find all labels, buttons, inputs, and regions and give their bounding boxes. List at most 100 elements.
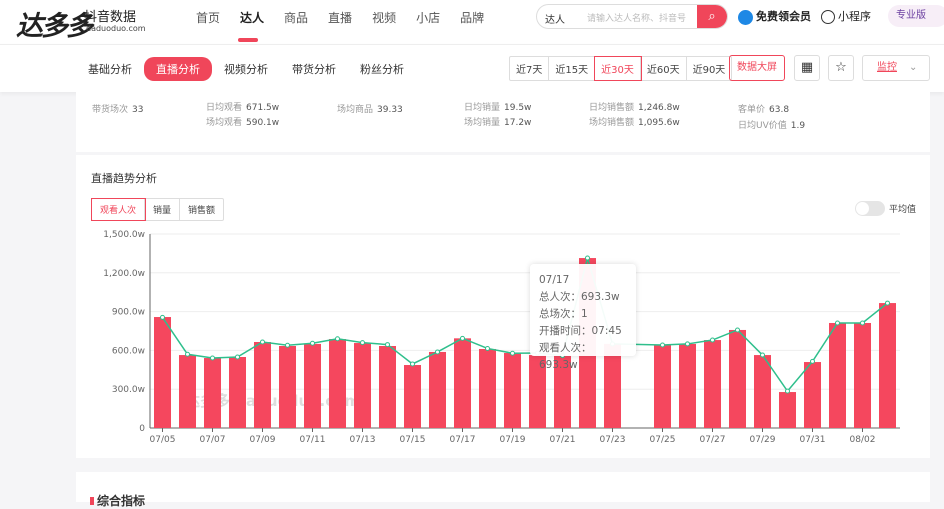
stat: 日均销量 19.5w (464, 103, 532, 113)
bar (529, 355, 546, 428)
line-point (785, 388, 790, 394)
range-90[interactable]: 近90天 (692, 65, 726, 76)
x-tick-label: 07/31 (800, 435, 826, 445)
tab-basic[interactable]: 基础分析 (88, 63, 132, 76)
tab-video[interactable]: 视频分析 (224, 63, 268, 76)
bar (279, 346, 296, 428)
pro-badge[interactable]: 专业版 (888, 5, 944, 27)
metric-sales[interactable]: 销售额 (188, 206, 216, 216)
line-point (385, 342, 390, 348)
search-input[interactable]: 请输入达人名称、抖音号 (587, 14, 687, 24)
bar (554, 355, 571, 428)
tooltip-date: 07/17 (539, 274, 570, 286)
line-point (160, 314, 165, 320)
line-point (860, 320, 865, 326)
bar (654, 344, 671, 428)
line-point (360, 340, 365, 346)
bar (729, 329, 746, 428)
bar (754, 355, 771, 428)
metric-switch: 观看人次 销量 销售额 (90, 198, 225, 221)
y-tick-label: 0 (139, 424, 145, 434)
sub-nav: 基础分析 直播分析 视频分析 带货分析 粉丝分析 近7天 近15天 近30天 近… (0, 44, 944, 92)
search-type-select[interactable]: 达人 (545, 15, 565, 26)
bar (304, 343, 321, 428)
average-label: 平均值 (889, 205, 917, 215)
x-tick-label: 07/15 (400, 435, 426, 445)
bar (229, 356, 246, 428)
bar (354, 343, 371, 428)
free-vip-link[interactable]: 免费领会员 (738, 8, 811, 25)
bar (679, 343, 696, 428)
line-point (310, 340, 315, 346)
nav-home[interactable]: 首页 (196, 11, 221, 25)
metric-volume[interactable]: 销量 (145, 199, 181, 220)
data-screen-button[interactable]: 数据大屏 (729, 55, 785, 81)
bar (454, 338, 471, 428)
nav-influencer[interactable]: 达人 (240, 11, 265, 25)
vip-icon (738, 9, 753, 25)
tab-live[interactable]: 直播分析 (144, 57, 212, 81)
main-nav: 首页 达人 商品 直播 视频 小店 品牌 (196, 9, 504, 26)
logo-url: daduoduo.com (86, 24, 146, 33)
range-7[interactable]: 近7天 (510, 57, 550, 80)
link-icon (821, 10, 835, 24)
line-point (710, 337, 715, 343)
nav-video[interactable]: 视频 (372, 11, 397, 25)
range-60[interactable]: 近60天 (641, 57, 687, 80)
x-tick-label: 07/25 (650, 435, 676, 445)
qrcode-icon: ▦ (800, 60, 814, 75)
bar (804, 362, 821, 428)
chevron-down-icon: ⌄ (909, 62, 918, 73)
bar (254, 341, 271, 428)
trend-title: 直播趋势分析 (91, 172, 157, 185)
qrcode-button[interactable]: ▦ (794, 55, 820, 81)
stat: 场均观看 590.1w (206, 118, 280, 128)
nav-product[interactable]: 商品 (284, 11, 309, 25)
line-point (485, 345, 490, 351)
search-button[interactable]: ⌕ (697, 5, 727, 28)
average-toggle[interactable] (855, 201, 885, 216)
range-15[interactable]: 近15天 (549, 57, 596, 80)
x-tick-label: 07/11 (300, 435, 326, 445)
date-range: 近7天 近15天 近30天 近60天 近90天 (509, 56, 733, 81)
tab-fans[interactable]: 粉丝分析 (360, 63, 404, 76)
y-tick-label: 1,500.0w (103, 230, 145, 240)
bar (604, 343, 621, 428)
nav-brand[interactable]: 品牌 (460, 11, 485, 25)
x-tick-label: 07/21 (550, 435, 576, 445)
line-point (510, 350, 515, 356)
mini-program-link[interactable]: 小程序 (821, 8, 871, 24)
y-tick-label: 300.0w (112, 385, 145, 395)
line-series (161, 255, 888, 393)
monitor-dropdown[interactable]: 监控 ⌄ (862, 55, 930, 81)
bar (704, 340, 721, 428)
mini-label: 小程序 (838, 10, 871, 23)
line-point (885, 300, 890, 306)
tooltip-line: 总人次：693.3w (539, 291, 620, 303)
tab-sales[interactable]: 带货分析 (292, 63, 336, 76)
bar (204, 358, 221, 428)
logo[interactable]: 达多多 (16, 11, 93, 42)
nav-live[interactable]: 直播 (328, 11, 353, 25)
stat: 日均观看 671.5w (206, 103, 280, 113)
bar (179, 355, 196, 428)
favorite-button[interactable]: ☆ (828, 55, 854, 81)
x-tick-label: 07/23 (600, 435, 626, 445)
x-tick-label: 07/29 (750, 435, 776, 445)
bar (154, 317, 171, 428)
line-point (685, 341, 690, 347)
range-30[interactable]: 近30天 (594, 56, 642, 81)
y-tick-label: 900.0w (112, 308, 145, 318)
line-point (735, 327, 740, 333)
line-point (185, 351, 190, 357)
x-tick-label: 08/02 (850, 435, 876, 445)
nav-shop[interactable]: 小店 (416, 11, 441, 25)
x-tick-label: 07/13 (350, 435, 376, 445)
star-icon: ☆ (835, 60, 847, 75)
metric-views[interactable]: 观看人次 (90, 198, 147, 221)
x-tick-label: 07/27 (700, 435, 726, 445)
bar (504, 352, 521, 428)
line-point (460, 335, 465, 341)
x-tick-label: 07/05 (150, 435, 176, 445)
line-point (235, 354, 240, 360)
